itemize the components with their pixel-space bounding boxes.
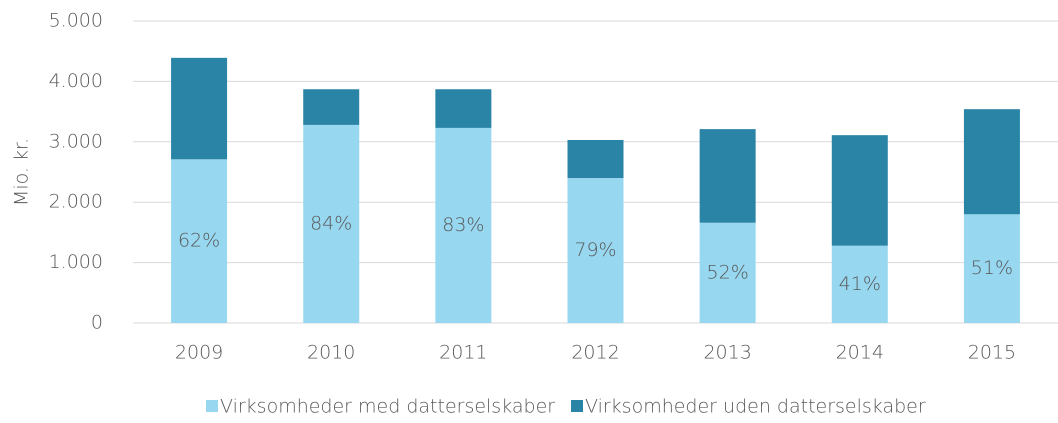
- bar-segment: [435, 127, 492, 324]
- bar-segment: [435, 89, 492, 128]
- legend-swatch: [571, 400, 583, 412]
- bar-segment: [699, 129, 756, 223]
- y-axis-label: Mio. kr.: [11, 138, 33, 206]
- value-label: 41%: [839, 273, 881, 295]
- value-label: 79%: [574, 239, 616, 261]
- bar-segment: [303, 124, 360, 323]
- legend-label: Virksomheder uden datterselskaber: [585, 396, 926, 418]
- bar-segment: [303, 89, 360, 125]
- value-label: 62%: [178, 230, 220, 252]
- value-label: 51%: [971, 257, 1013, 279]
- bar-segment: [963, 214, 1020, 323]
- bar-segment: [567, 178, 624, 323]
- x-tick-label: 2011: [439, 342, 487, 364]
- x-tick-label: 2010: [307, 342, 355, 364]
- x-tick-label: 2013: [703, 342, 751, 364]
- bar-segment: [699, 222, 756, 323]
- legend-swatch: [206, 400, 218, 412]
- x-tick-label: 2012: [571, 342, 619, 364]
- y-tick-label: 5.000: [49, 10, 103, 32]
- bar-segment: [171, 159, 228, 323]
- value-label: 84%: [310, 212, 352, 234]
- y-tick-label: 1.000: [49, 251, 103, 273]
- x-tick-label: 2015: [968, 342, 1016, 364]
- y-tick-label: 2.000: [49, 191, 103, 213]
- y-tick-label: 4.000: [49, 70, 103, 92]
- y-tick-label: 0: [91, 312, 103, 334]
- x-tick-label: 2014: [836, 342, 884, 364]
- value-label: 52%: [707, 261, 749, 283]
- bar-segment: [963, 109, 1020, 215]
- legend-label: Virksomheder med datterselskaber: [220, 396, 555, 418]
- bar-segment: [171, 57, 228, 160]
- value-label: 83%: [442, 214, 484, 236]
- bar-segment: [831, 245, 888, 323]
- bar-segment: [567, 139, 624, 179]
- x-tick-label: 2009: [175, 342, 223, 364]
- y-tick-label: 3.000: [49, 130, 103, 152]
- bar-segment: [831, 135, 888, 246]
